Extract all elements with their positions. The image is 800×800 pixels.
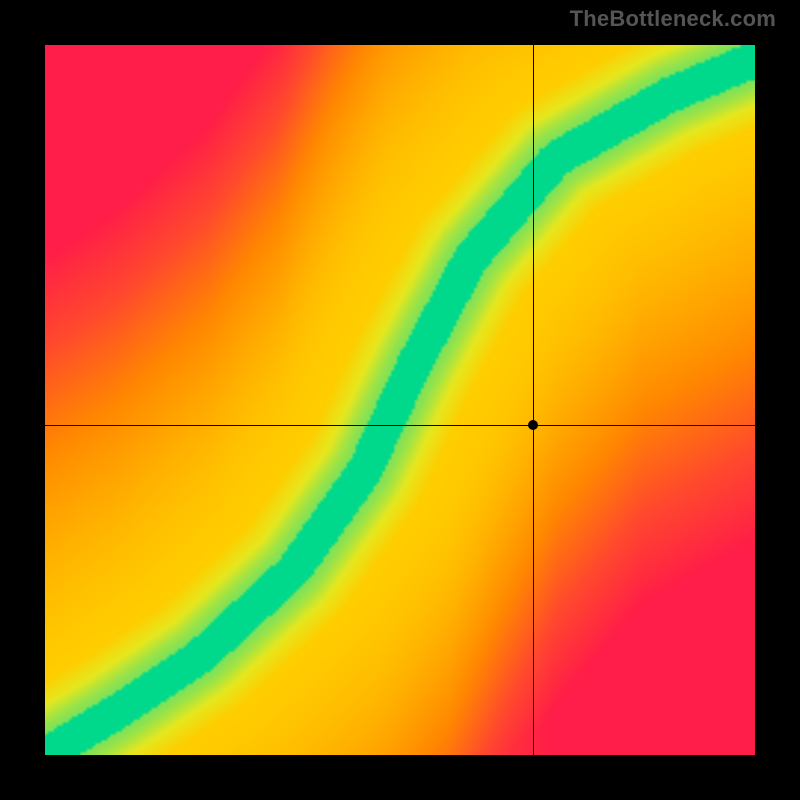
watermark-text: TheBottleneck.com <box>570 6 776 32</box>
bottleneck-heatmap <box>45 45 755 755</box>
plot-area <box>45 45 755 755</box>
